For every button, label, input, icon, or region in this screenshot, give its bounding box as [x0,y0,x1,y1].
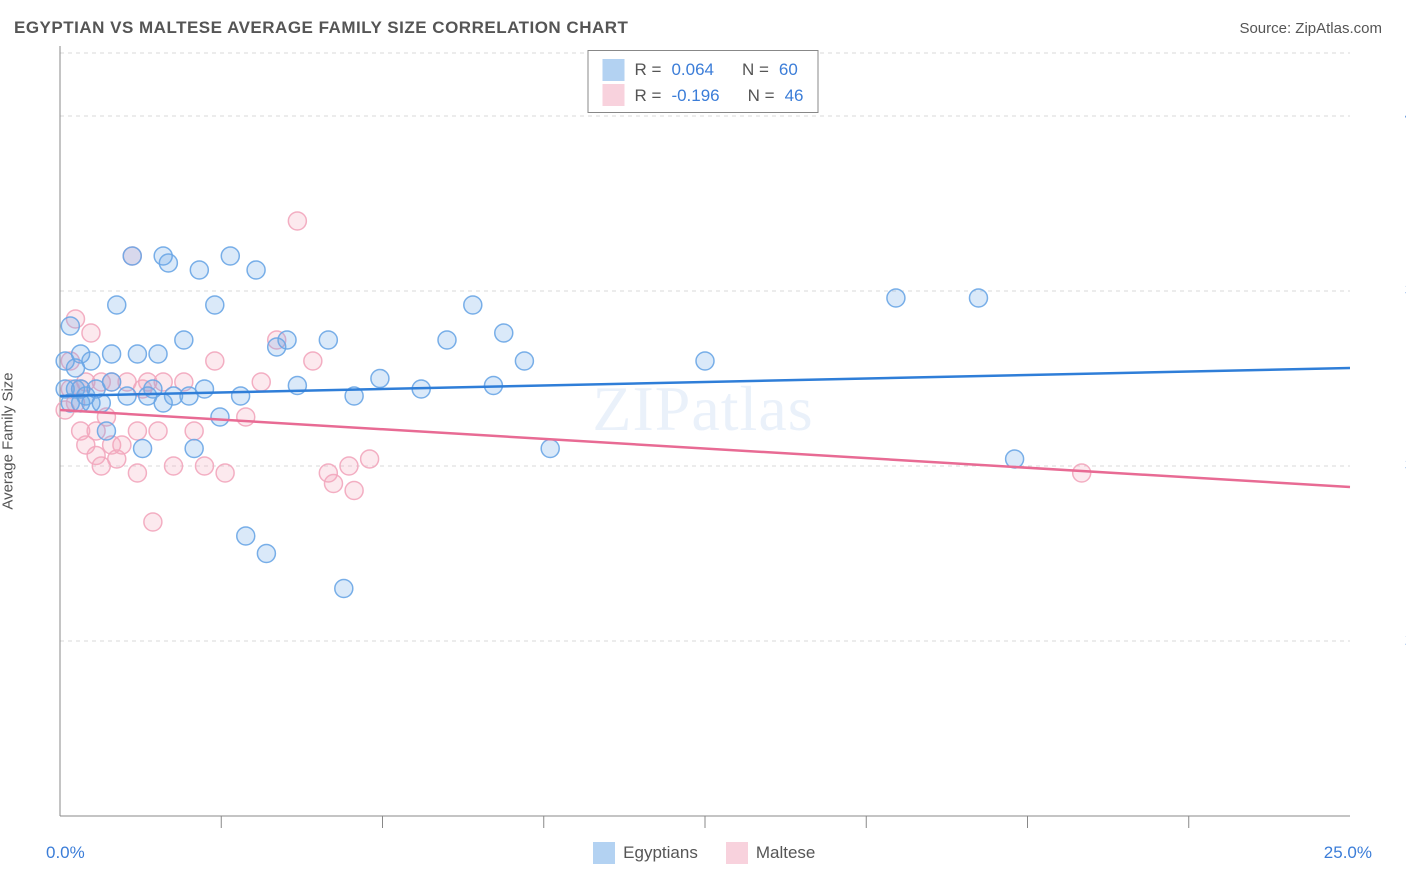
x-axis-max: 25.0% [1324,843,1372,863]
data-point [304,352,322,370]
data-point [61,317,79,335]
data-point [97,422,115,440]
data-point [464,296,482,314]
data-point [361,450,379,468]
r-label: R = [635,83,662,109]
data-point [128,422,146,440]
data-point [969,289,987,307]
r-label: R = [635,57,662,83]
trend-line [60,410,1350,487]
chart-title: EGYPTIAN VS MALTESE AVERAGE FAMILY SIZE … [14,18,628,38]
data-point [252,373,270,391]
r-value: -0.196 [671,83,719,109]
n-value: 46 [785,83,804,109]
data-point [185,440,203,458]
data-point [324,475,342,493]
data-point [257,545,275,563]
data-point [438,331,456,349]
data-point [371,370,389,388]
series-legend: Egyptians Maltese [593,842,815,864]
data-point [123,247,141,265]
data-point [159,254,177,272]
data-point [134,440,152,458]
swatch-icon [593,842,615,864]
data-point [185,422,203,440]
data-point [696,352,714,370]
data-point [340,457,358,475]
data-point [1073,464,1091,482]
y-axis-label: Average Family Size [0,372,17,509]
data-point [128,464,146,482]
data-point [103,345,121,363]
n-value: 60 [779,57,798,83]
data-point [195,380,213,398]
n-label: N = [742,57,769,83]
data-point [335,580,353,598]
swatch-icon [603,59,625,81]
x-axis-min: 0.0% [46,843,85,863]
data-point [113,436,131,454]
data-point [345,482,363,500]
source-label: Source: ZipAtlas.com [1239,20,1382,37]
data-point [206,296,224,314]
data-point [887,289,905,307]
n-label: N = [748,83,775,109]
data-point [118,387,136,405]
data-point [144,513,162,531]
stats-legend: R =0.064N =60R =-0.196N =46 [588,50,819,113]
swatch-icon [726,842,748,864]
data-point [103,373,121,391]
data-point [128,345,146,363]
swatch-icon [603,84,625,106]
data-point [232,387,250,405]
data-point [541,440,559,458]
data-point [278,331,296,349]
data-point [190,261,208,279]
data-point [82,324,100,342]
stats-row: R = -0.196 N = 46 [603,83,804,109]
chart-area: Average Family Size ZIPatlas R =0.064N =… [14,46,1392,836]
legend-item: Egyptians [593,842,698,864]
data-point [247,261,265,279]
data-point [515,352,533,370]
legend-label: Maltese [756,843,816,863]
data-point [288,212,306,230]
stats-row: R = 0.064 N = 60 [603,57,804,83]
data-point [495,324,513,342]
r-value: 0.064 [671,57,714,83]
data-point [92,394,110,412]
data-point [221,247,239,265]
data-point [149,345,167,363]
data-point [237,527,255,545]
data-point [108,296,126,314]
data-point [216,464,234,482]
legend-label: Egyptians [623,843,698,863]
data-point [319,331,337,349]
data-point [237,408,255,426]
data-point [195,457,213,475]
data-point [175,331,193,349]
data-point [1006,450,1024,468]
data-point [149,422,167,440]
data-point [211,408,229,426]
data-point [165,457,183,475]
scatter-plot [14,46,1352,836]
legend-item: Maltese [726,842,816,864]
data-point [206,352,224,370]
data-point [82,352,100,370]
